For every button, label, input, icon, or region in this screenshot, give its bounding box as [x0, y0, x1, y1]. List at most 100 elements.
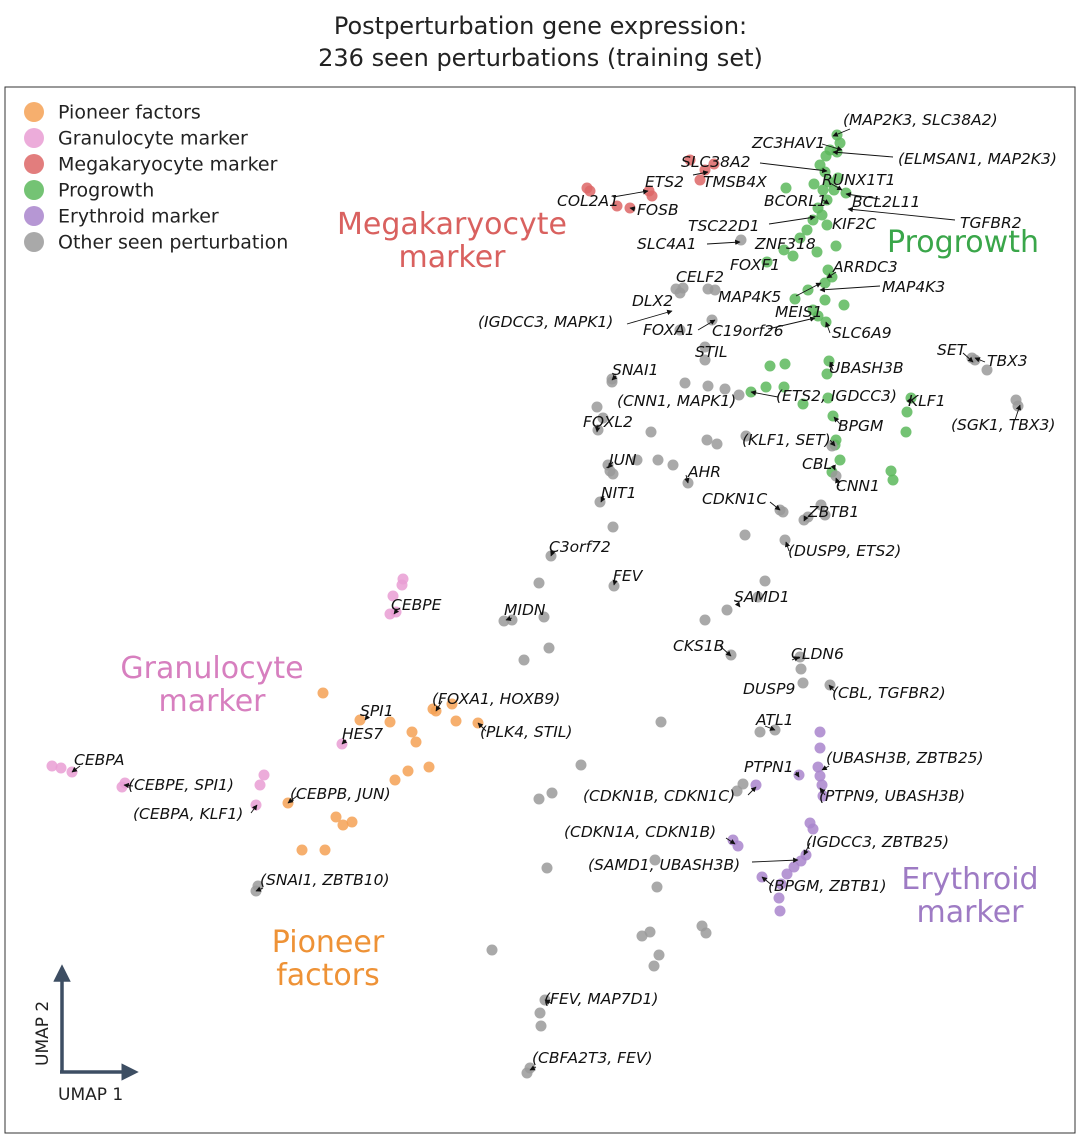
point-label-elmsan1-map2k3: (ELMSAN1, MAP2K3) — [898, 150, 1057, 168]
label-arrow-snai1 — [611, 374, 618, 381]
point-label-fev-map7d1: (FEV, MAP7D1) — [544, 990, 658, 1008]
label-arrow-c3orf72 — [550, 550, 556, 557]
label-arrow-c19orf26 — [767, 316, 816, 330]
point-label-kif2c: KIF2C — [832, 215, 877, 233]
point-label-tgfbr2: TGFBR2 — [960, 214, 1022, 232]
point-pioneer-factors-17 — [354, 714, 366, 726]
point-label-set: SET — [937, 341, 968, 359]
point-granulocyte-marker-2 — [387, 590, 399, 602]
label-arrow-zc3hav1 — [821, 143, 843, 152]
point-label-foxl2: FOXL2 — [583, 413, 633, 431]
point-label-zc3hav1: ZC3HAV1 — [751, 134, 825, 152]
point-other-seen-perturbation-75 — [486, 944, 498, 956]
label-arrow-cbl — [830, 464, 836, 471]
point-progrowth-41 — [760, 381, 772, 393]
label-arrow-klf1-set — [829, 439, 836, 447]
legend-marker-other-seen-perturbation — [24, 232, 44, 252]
chart-subtitle: 236 seen perturbations (training set) — [318, 44, 763, 72]
point-progrowth-32 — [838, 299, 850, 311]
point-other-seen-perturbation-84 — [535, 1020, 547, 1032]
point-progrowth-36 — [764, 360, 776, 372]
point-label-ahr: AHR — [687, 463, 721, 481]
y-axis-label: UMAP 2 — [33, 1001, 53, 1066]
point-progrowth-7 — [832, 172, 844, 184]
point-other-seen-perturbation-8 — [674, 324, 686, 336]
label-arrow-jun — [607, 461, 614, 469]
point-other-seen-perturbation-17 — [597, 412, 609, 424]
point-label-snai1: SNAI1 — [612, 361, 658, 379]
point-label-jun: JUN — [606, 451, 637, 469]
point-erythroid-marker-3 — [814, 770, 826, 782]
point-other-seen-perturbation-56 — [699, 614, 711, 626]
point-progrowth-25 — [761, 256, 773, 268]
label-arrow-foxa1-hoxb9 — [435, 700, 443, 712]
point-progrowth-16 — [816, 209, 828, 221]
point-progrowth-30 — [789, 293, 801, 305]
point-other-seen-perturbation-13 — [702, 380, 714, 392]
point-label-stil: STIL — [695, 343, 728, 361]
label-arrow-ptpn1 — [794, 771, 800, 778]
point-progrowth-53 — [834, 454, 846, 466]
point-erythroid-marker-0 — [814, 726, 826, 738]
point-label-fev: FEV — [613, 567, 644, 585]
label-arrow-klf1 — [906, 397, 912, 404]
legend: Pioneer factors Granulocyte marker Megakar… — [24, 102, 288, 254]
point-other-seen-perturbation-73 — [649, 854, 661, 866]
point-other-seen-perturbation-58 — [725, 649, 737, 661]
group-annotation-megakaryocyte-marker-line-0: Megakaryocyte — [337, 207, 567, 242]
point-other-seen-perturbation-12 — [679, 377, 691, 389]
point-label-znf318: ZNF318 — [754, 235, 816, 253]
point-label-plk4-stil: (PLK4, STIL) — [480, 723, 572, 741]
point-megakaryocyte-marker-1 — [584, 185, 596, 197]
point-label-midn: MIDN — [504, 601, 546, 619]
point-pioneer-factors-0 — [317, 687, 329, 699]
point-label-cbfa2t3-fev: (CBFA2T3, FEV) — [532, 1049, 653, 1067]
point-other-seen-perturbation-2 — [677, 282, 689, 294]
point-megakaryocyte-marker-3 — [646, 190, 658, 202]
label-arrow-sgk1-tbx3 — [1014, 404, 1022, 421]
point-erythroid-marker-2 — [812, 761, 824, 773]
point-progrowth-3 — [820, 150, 832, 162]
point-other-seen-perturbation-66 — [754, 726, 766, 738]
label-arrow-zbtb1 — [803, 515, 809, 522]
point-progrowth-39 — [821, 368, 833, 380]
x-axis-label: UMAP 1 — [58, 1085, 123, 1105]
point-pioneer-factors-8 — [423, 761, 435, 773]
plot-frame — [4, 86, 1076, 1134]
point-label-tbx3: TBX3 — [987, 352, 1028, 370]
legend-marker-erythroid-marker — [24, 206, 44, 226]
point-other-seen-perturbation-19 — [645, 426, 657, 438]
point-other-seen-perturbation-74 — [651, 881, 663, 893]
legend-marker-megakaryocyte-marker — [24, 154, 44, 174]
point-other-seen-perturbation-69 — [533, 793, 545, 805]
label-arrow-cks1b — [719, 645, 732, 657]
group-annotation-megakaryocyte-marker-line-1: marker — [398, 240, 506, 275]
point-pioneer-factors-4 — [450, 715, 462, 727]
label-arrow-cbl-tgfbr2 — [828, 684, 836, 693]
point-pioneer-factors-13 — [296, 844, 308, 856]
label-arrow-cebpb-jun — [287, 795, 298, 804]
point-label-cebpa-klf1: (CEBPA, KLF1) — [133, 805, 243, 823]
point-other-seen-perturbation-4 — [709, 284, 721, 296]
label-arrow-foxl2 — [595, 424, 601, 433]
label-arrow-tsc22d1 — [768, 215, 816, 225]
label-arrow-hes7 — [341, 738, 348, 745]
label-arrow-dusp9-ets2 — [784, 541, 791, 552]
label-arrow-cldn6 — [791, 656, 800, 662]
point-label-cks1b: CKS1B — [673, 637, 724, 655]
point-label-slc6a9: SLC6A9 — [832, 324, 892, 342]
group-annotation-pioneer-factors-line-0: Pioneer — [272, 925, 385, 960]
point-pioneer-factors-3 — [384, 716, 396, 728]
point-pioneer-factors-14 — [319, 844, 331, 856]
point-label-cnn1-mapk1: (CNN1, MAPK1) — [617, 392, 736, 410]
point-erythroid-marker-1 — [814, 742, 826, 754]
point-pioneer-factors-7 — [402, 765, 414, 777]
point-label-sgk1-tbx3: (SGK1, TBX3) — [951, 416, 1055, 434]
label-arrow-map2k3-slc38a2 — [832, 128, 851, 137]
point-label-foxa1-hoxb9: (FOXA1, HOXB9) — [432, 690, 560, 708]
group-annotation-granulocyte-marker-line-1: marker — [158, 684, 266, 719]
point-label-bpgm-zbtb1: (BPGM, ZBTB1) — [768, 877, 887, 895]
point-labels-layer: (MAP2K3, SLC38A2) ZC3HAV1 (ELMSAN1, MAP2K3… — [74, 111, 1057, 1067]
